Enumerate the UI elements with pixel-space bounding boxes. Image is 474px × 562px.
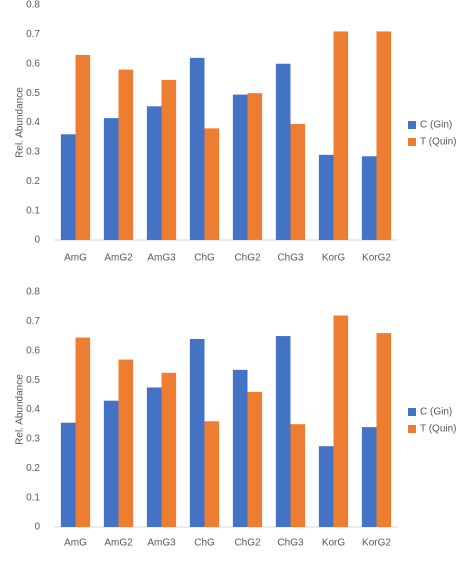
bar bbox=[204, 128, 220, 240]
y-tick-label: 0.5 bbox=[26, 375, 40, 386]
bar bbox=[376, 333, 392, 527]
y-tick-label: 0.8 bbox=[26, 0, 40, 11]
x-tick-label: KorG bbox=[322, 538, 346, 549]
y-tick-label: 0.3 bbox=[26, 434, 40, 445]
bar bbox=[318, 446, 334, 527]
bar bbox=[333, 31, 349, 240]
legend-label: C (Gin) bbox=[420, 120, 452, 131]
legend-label: T (Quin) bbox=[420, 137, 457, 148]
x-tick-label: ChG2 bbox=[234, 538, 261, 549]
legend-swatch bbox=[408, 121, 416, 129]
bar bbox=[290, 424, 306, 527]
bar bbox=[361, 156, 377, 240]
x-tick-label: KorG2 bbox=[362, 253, 391, 264]
y-tick-label: 0.2 bbox=[26, 463, 40, 474]
y-axis-label: Rel. Abundance bbox=[15, 374, 26, 445]
bar bbox=[232, 94, 248, 240]
y-tick-label: 0.2 bbox=[26, 176, 40, 187]
x-tick-label: AmG bbox=[64, 538, 87, 549]
x-tick-label: ChG2 bbox=[234, 253, 261, 264]
bar bbox=[103, 400, 119, 527]
bar bbox=[275, 336, 291, 527]
x-tick-label: AmG2 bbox=[104, 538, 133, 549]
legend-label: T (Quin) bbox=[420, 424, 457, 435]
y-tick-label: 0.1 bbox=[26, 492, 40, 503]
x-tick-label: KorG bbox=[322, 253, 346, 264]
y-tick-label: 0.1 bbox=[26, 205, 40, 216]
x-tick-label: KorG2 bbox=[362, 538, 391, 549]
legend-swatch bbox=[408, 138, 416, 146]
bar bbox=[75, 54, 91, 240]
bar bbox=[146, 387, 162, 527]
bar bbox=[103, 118, 119, 240]
y-tick-label: 0.5 bbox=[26, 88, 40, 99]
bar bbox=[146, 106, 162, 240]
bar bbox=[161, 79, 177, 240]
bar bbox=[361, 427, 377, 527]
legend-label: C (Gin) bbox=[420, 407, 452, 418]
bar bbox=[333, 315, 349, 527]
y-tick-label: 0.6 bbox=[26, 345, 40, 356]
bar bbox=[75, 337, 91, 527]
bar bbox=[290, 123, 306, 240]
y-tick-label: 0.4 bbox=[26, 117, 40, 128]
y-tick-label: 0.7 bbox=[26, 29, 40, 40]
bar bbox=[60, 134, 76, 240]
bar bbox=[60, 422, 76, 527]
x-tick-label: AmG3 bbox=[147, 538, 176, 549]
bar bbox=[376, 31, 392, 240]
bar bbox=[247, 391, 263, 527]
bar bbox=[118, 69, 134, 240]
bar bbox=[318, 154, 334, 240]
y-tick-label: 0.6 bbox=[26, 58, 40, 69]
bar bbox=[189, 57, 205, 240]
bar bbox=[189, 339, 205, 527]
bar bbox=[161, 372, 177, 527]
x-tick-label: AmG2 bbox=[104, 253, 133, 264]
x-tick-label: ChG3 bbox=[277, 538, 304, 549]
bar bbox=[247, 93, 263, 240]
x-tick-label: ChG bbox=[194, 253, 215, 264]
x-tick-label: AmG3 bbox=[147, 253, 176, 264]
x-tick-label: ChG3 bbox=[277, 253, 304, 264]
bar bbox=[232, 369, 248, 527]
y-tick-label: 0 bbox=[34, 235, 40, 246]
bar bbox=[204, 421, 220, 527]
y-tick-label: 0.3 bbox=[26, 147, 40, 158]
y-axis-label: Rel. Abundance bbox=[15, 87, 26, 158]
legend-swatch bbox=[408, 425, 416, 433]
y-tick-label: 0.4 bbox=[26, 404, 40, 415]
x-tick-label: AmG bbox=[64, 253, 87, 264]
y-tick-label: 0 bbox=[34, 522, 40, 533]
bar bbox=[118, 359, 134, 527]
bar bbox=[275, 63, 291, 240]
y-tick-label: 0.8 bbox=[26, 287, 40, 298]
legend-swatch bbox=[408, 408, 416, 416]
y-tick-label: 0.7 bbox=[26, 316, 40, 327]
x-tick-label: ChG bbox=[194, 538, 215, 549]
